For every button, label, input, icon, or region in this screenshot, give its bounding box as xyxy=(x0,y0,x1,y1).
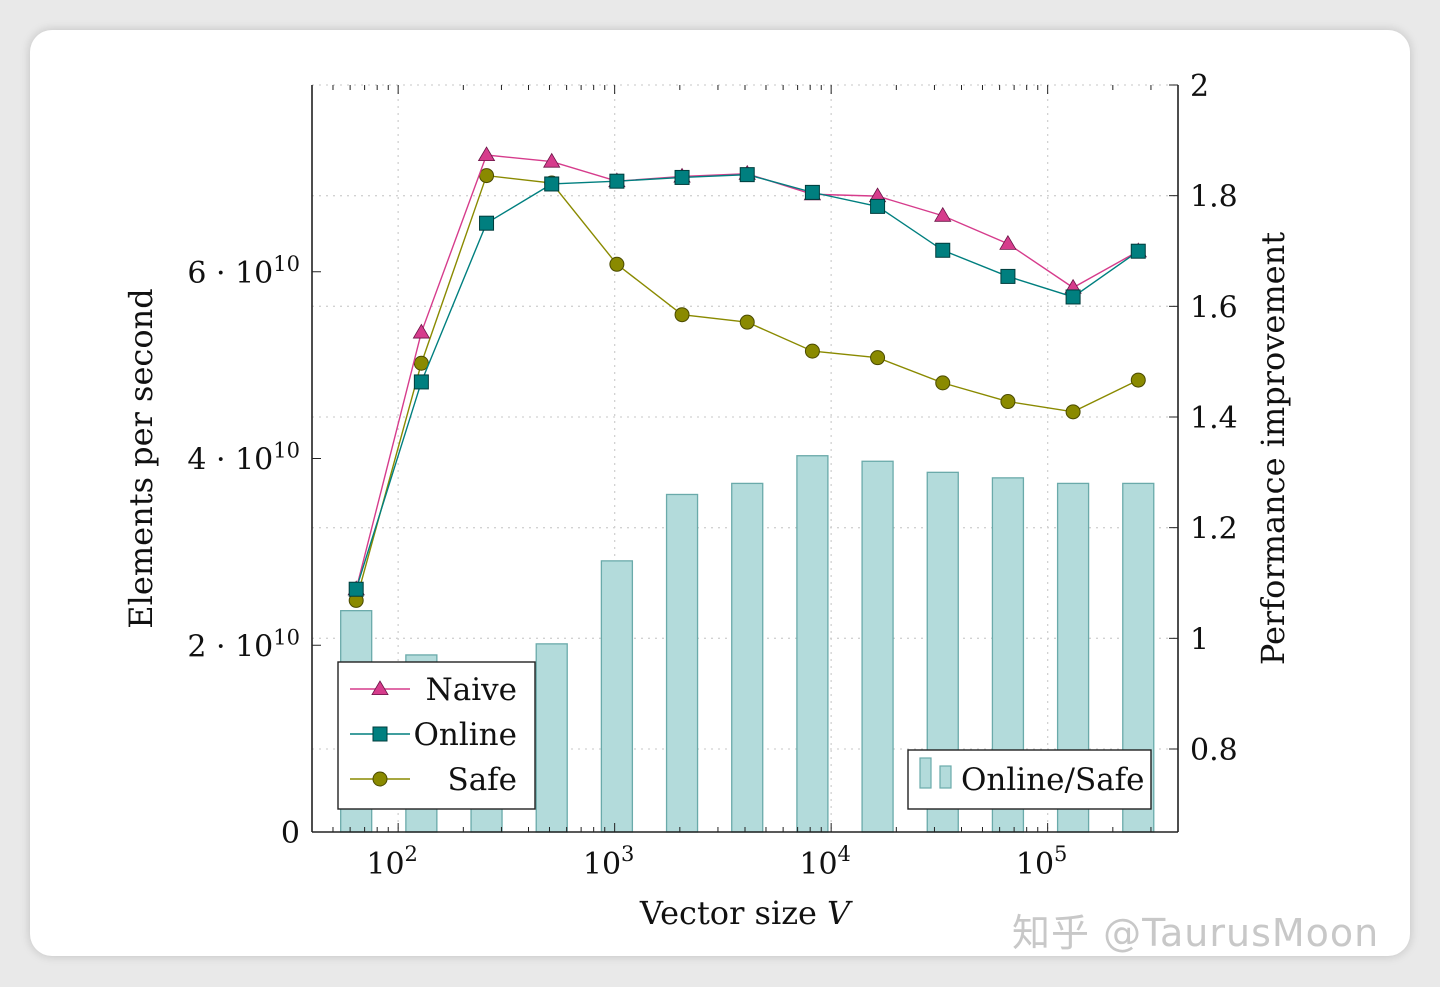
y2-tick-label: 1.4 xyxy=(1190,401,1238,436)
x-tick-base: 10 xyxy=(799,847,837,882)
y-tick-label: 2 · 1010 xyxy=(187,625,300,664)
point-safe-11 xyxy=(1065,404,1081,420)
x-axis-label-var: V xyxy=(827,894,853,932)
point-online-4 xyxy=(609,173,625,189)
legend-label-online: Online xyxy=(413,717,517,753)
legend-marker-online xyxy=(372,726,388,742)
point-online-5 xyxy=(674,169,690,185)
point-online-9 xyxy=(935,242,951,258)
y-tick-label: 6 · 1010 xyxy=(187,252,300,291)
x-tick-base: 10 xyxy=(366,847,404,882)
point-safe-9 xyxy=(935,375,951,391)
point-safe-2 xyxy=(479,168,495,184)
legend-marker-safe xyxy=(372,771,388,787)
y2-axis-label: Performance improvement xyxy=(1254,232,1292,665)
x-tick-label: 104 xyxy=(799,842,851,882)
y-tick-label: 4 · 1010 xyxy=(187,439,300,478)
legend-label-safe: Safe xyxy=(447,762,517,798)
x-tick-label: 105 xyxy=(1016,842,1068,882)
point-online-3 xyxy=(544,176,560,192)
y-axis-label: Elements per second xyxy=(122,288,160,628)
legend-lines-box xyxy=(337,661,536,810)
point-safe-8 xyxy=(870,350,886,366)
legend-label-naive: Naive xyxy=(426,672,517,708)
grid xyxy=(312,84,1178,832)
x-axis-label: Vector size V xyxy=(639,894,853,932)
point-naive-10 xyxy=(999,234,1017,250)
y-tick-mantissa: 6 · 10 xyxy=(187,256,273,291)
x-tick-exponent: 5 xyxy=(1054,842,1067,866)
y2-tick-label: 1 xyxy=(1190,622,1209,657)
point-safe-6 xyxy=(739,314,755,330)
point-naive-9 xyxy=(934,206,952,222)
y2-tick-label: 2 xyxy=(1190,69,1209,104)
y-tick-mantissa: 0 xyxy=(281,816,300,851)
x-axis-label-text: Vector size xyxy=(639,894,817,932)
y2-tick-label: 1.6 xyxy=(1190,290,1238,325)
x-tick-label: 103 xyxy=(583,842,635,882)
bar-online-safe-7 xyxy=(796,455,829,833)
point-naive-3 xyxy=(543,152,561,168)
legend-marker-naive xyxy=(371,680,389,695)
x-tick-exponent: 3 xyxy=(621,842,634,866)
y2-tick-label: 0.8 xyxy=(1190,733,1238,768)
watermark: 知乎 @TaurusMoon xyxy=(1012,911,1380,955)
bar-online-safe-5 xyxy=(665,493,699,833)
legend-bar-swatch-1 xyxy=(919,757,932,789)
point-online-0 xyxy=(348,581,364,597)
y-tick-mantissa: 2 · 10 xyxy=(187,629,273,664)
bar-online-safe-3 xyxy=(535,643,568,833)
x-minor-ticks xyxy=(311,85,1179,832)
point-naive-1 xyxy=(412,323,431,339)
y-tick-exponent: 10 xyxy=(273,252,300,276)
x-tick-base: 10 xyxy=(1016,847,1054,882)
x-tick-label: 102 xyxy=(366,842,418,882)
point-safe-5 xyxy=(674,307,690,323)
x-tick-exponent: 4 xyxy=(838,842,851,866)
bar-online-safe-6 xyxy=(731,482,764,833)
point-online-1 xyxy=(413,374,429,390)
x-tick-exponent: 2 xyxy=(405,842,418,866)
legend-label-online-safe: Online/Safe xyxy=(961,762,1145,798)
y-tick-label: 0 xyxy=(281,816,300,851)
x-tick-base: 10 xyxy=(583,847,621,882)
y-tick-exponent: 10 xyxy=(273,625,300,649)
y2-tick-label: 1.2 xyxy=(1190,512,1238,547)
point-safe-7 xyxy=(804,343,820,359)
point-naive-2 xyxy=(477,146,496,162)
point-safe-10 xyxy=(1000,394,1016,410)
y-tick-exponent: 10 xyxy=(273,439,300,463)
series-online xyxy=(348,167,1146,597)
y2-tick-label: 1.8 xyxy=(1190,180,1238,215)
point-online-8 xyxy=(870,198,886,214)
point-online-6 xyxy=(739,167,755,183)
point-online-2 xyxy=(479,215,495,231)
y-tick-mantissa: 4 · 10 xyxy=(187,443,273,478)
point-online-10 xyxy=(1000,268,1016,284)
point-online-7 xyxy=(804,184,820,200)
legend-lines: Naive Online Safe xyxy=(337,661,536,810)
bar-online-safe-4 xyxy=(600,560,634,833)
point-safe-12 xyxy=(1130,372,1146,388)
point-safe-4 xyxy=(609,256,625,272)
legend-bar-swatch-2 xyxy=(939,765,952,789)
bar-online-safe-8 xyxy=(861,460,894,833)
point-online-11 xyxy=(1065,289,1081,305)
legend-bars: Online/Safe xyxy=(907,749,1152,810)
point-online-12 xyxy=(1130,243,1146,259)
